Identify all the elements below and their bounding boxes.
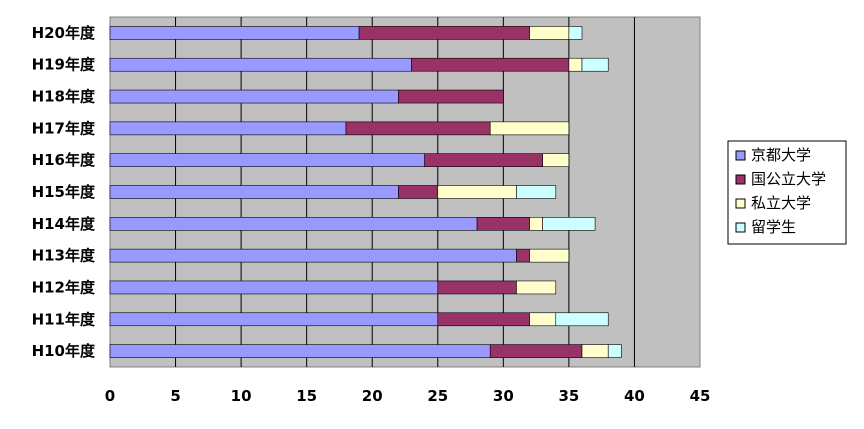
bar-1-2	[109, 57, 412, 72]
bar-3-11	[581, 344, 609, 358]
y-tick-label: H16年度	[32, 151, 96, 169]
bar-1-10	[109, 312, 439, 327]
legend-swatch	[735, 198, 746, 209]
bar-3-5	[542, 153, 570, 167]
x-tick-label: 40	[624, 387, 645, 405]
bar-3-8	[529, 248, 570, 263]
y-tick-label: H14年度	[32, 215, 96, 233]
bar-2-7	[476, 217, 530, 231]
bar-2-1	[358, 26, 530, 40]
bar-4-2	[581, 57, 609, 72]
y-tick-label: H19年度	[32, 56, 96, 74]
x-tick-label: 0	[105, 387, 115, 405]
y-tick-label: H20年度	[32, 24, 96, 42]
bar-2-6	[398, 185, 439, 199]
bar-2-3	[398, 89, 504, 104]
bars	[109, 26, 622, 358]
legend-swatch	[735, 150, 746, 161]
bar-1-1	[109, 26, 360, 40]
bar-3-2	[568, 57, 583, 72]
bar-2-4	[345, 121, 491, 136]
legend-swatch	[735, 222, 746, 233]
legend-label: 私立大学	[751, 194, 811, 212]
y-tick-label: H15年度	[32, 183, 96, 201]
bar-1-7	[109, 217, 478, 231]
bar-3-4	[489, 121, 570, 136]
y-tick-labels: H20年度 H19年度 H18年度 H17年度 H16年度 H15年度 H14年度 H13年度…	[32, 24, 96, 360]
y-tick-label: H17年度	[32, 119, 96, 137]
bar-1-4	[109, 121, 347, 136]
bar-1-8	[109, 248, 517, 263]
y-tick-label: H12年度	[32, 278, 96, 296]
legend-label: 国公立大学	[751, 170, 826, 188]
bar-1-5	[109, 153, 425, 167]
legend-label: 京都大学	[751, 146, 811, 164]
y-tick-label: H10年度	[32, 342, 96, 360]
bar-4-10	[555, 312, 609, 327]
bar-4-7	[542, 217, 596, 231]
bar-2-8	[516, 248, 530, 263]
bar-4-1	[568, 26, 583, 40]
legend-box	[727, 140, 847, 245]
bar-2-5	[424, 153, 543, 167]
y-tick-label: H11年度	[32, 310, 96, 328]
x-tick-label: 30	[493, 387, 514, 405]
legend-label: 留学生	[751, 218, 796, 236]
bar-1-3	[109, 89, 399, 104]
x-tick-label: 5	[170, 387, 180, 405]
bar-1-9	[109, 280, 439, 295]
x-tick-label: 25	[427, 387, 448, 405]
bar-2-11	[489, 344, 583, 358]
bar-4-6	[516, 185, 557, 199]
bar-2-9	[437, 280, 517, 295]
bar-3-1	[529, 26, 570, 40]
x-tick-label: 15	[296, 387, 317, 405]
bar-3-6	[437, 185, 517, 199]
x-tick-label: 45	[690, 387, 711, 405]
bar-1-11	[109, 344, 491, 358]
bar-4-11	[607, 344, 622, 358]
y-tick-label: H18年度	[32, 88, 96, 106]
bar-3-9	[516, 280, 557, 295]
x-tick-label: 35	[558, 387, 579, 405]
bar-1-6	[109, 185, 399, 199]
y-tick-label: H13年度	[32, 247, 96, 265]
bar-2-2	[411, 57, 570, 72]
legend-swatch	[735, 174, 746, 185]
x-tick-label: 10	[231, 387, 252, 405]
bar-3-10	[529, 312, 557, 327]
x-tick-label: 20	[362, 387, 383, 405]
bar-3-7	[529, 217, 543, 231]
bar-2-10	[437, 312, 530, 327]
x-tick-labels: 0 5 10 15 20 25 30 35 40 45	[105, 387, 711, 405]
